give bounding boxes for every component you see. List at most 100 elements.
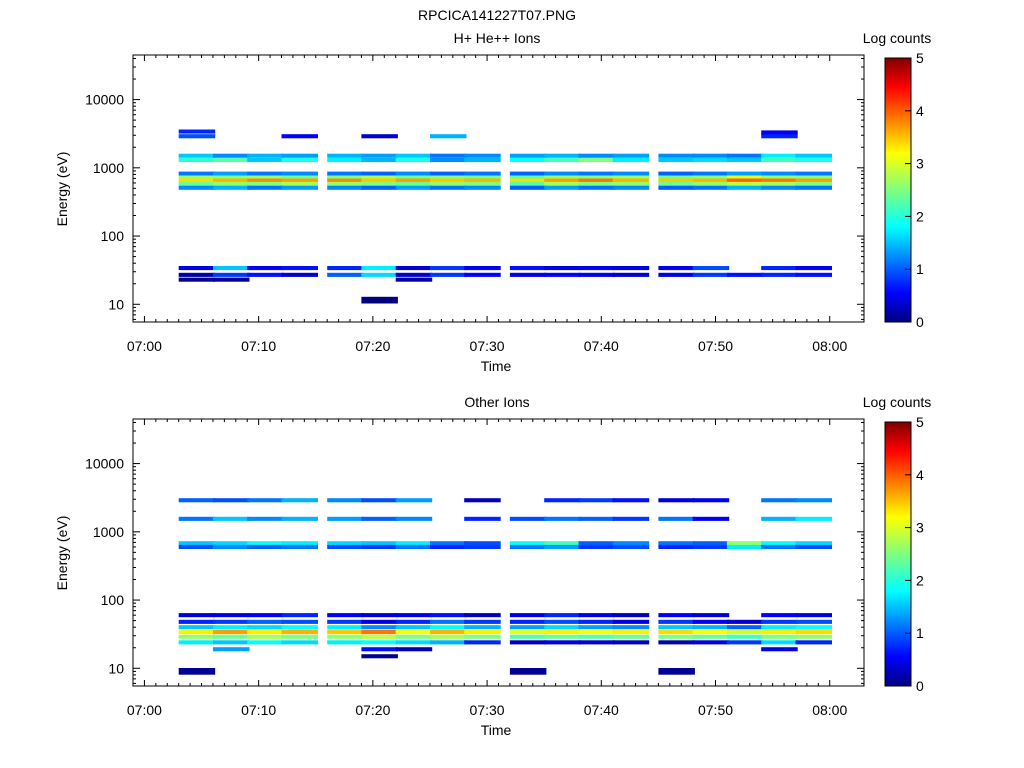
heatmap-cell xyxy=(612,158,650,163)
heatmap-cell xyxy=(361,516,398,521)
colorbar-label: Log counts xyxy=(863,394,932,410)
heatmap-cell xyxy=(178,541,216,546)
heatmap-cell xyxy=(464,498,501,503)
heatmap-cell xyxy=(247,640,284,645)
heatmap-cell xyxy=(213,625,250,630)
heatmap-cell xyxy=(544,185,581,190)
heatmap-cell xyxy=(726,178,764,183)
heatmap-cell xyxy=(361,498,398,503)
heatmap-cell xyxy=(464,634,501,639)
heatmap-cell xyxy=(658,516,695,521)
heatmap-cell xyxy=(761,171,798,176)
x-tick-label: 08:00 xyxy=(812,338,847,354)
heatmap-cell xyxy=(612,634,650,639)
heatmap-cell xyxy=(761,498,798,503)
heatmap-cell xyxy=(509,640,547,645)
heatmap-cell xyxy=(361,634,398,639)
heatmap-cell xyxy=(761,625,798,630)
heatmap-cell xyxy=(178,668,216,675)
heatmap-cell xyxy=(361,544,398,549)
heatmap-cell xyxy=(795,175,832,180)
heatmap-cell xyxy=(612,619,650,624)
heatmap-cell xyxy=(658,185,695,190)
heatmap-cell xyxy=(213,634,250,639)
heatmap-cell xyxy=(761,178,798,183)
heatmap-cell xyxy=(578,625,615,630)
panel-title: Other Ions xyxy=(464,394,529,410)
heatmap-cell xyxy=(178,619,216,624)
heatmap-cell xyxy=(761,134,798,139)
heatmap-cell xyxy=(692,272,730,277)
heatmap-cell xyxy=(795,640,832,645)
heatmap-cell xyxy=(430,185,467,190)
heatmap-cell xyxy=(178,640,216,645)
heatmap-cell xyxy=(213,640,250,645)
heatmap-cell xyxy=(509,634,547,639)
heatmap-cell xyxy=(213,541,250,546)
heatmap-cell xyxy=(509,181,547,186)
heatmap-cell xyxy=(178,134,216,139)
heatmap-cell xyxy=(327,516,364,521)
colorbar-tick-label: 0 xyxy=(916,314,924,330)
colorbar-tick-label: 1 xyxy=(916,625,924,641)
heatmap-cell xyxy=(464,153,501,158)
heatmap-cell xyxy=(327,178,364,183)
heatmap-cell xyxy=(327,175,364,180)
heatmap-cell xyxy=(658,613,695,618)
heatmap-cell xyxy=(761,272,798,277)
heatmap-cell xyxy=(658,178,695,183)
x-tick-label: 07:00 xyxy=(127,702,162,718)
heatmap-cell xyxy=(395,516,433,521)
heatmap-cell xyxy=(361,625,398,630)
heatmap-cell xyxy=(178,613,216,618)
heatmap-cell xyxy=(795,178,832,183)
heatmap-cell xyxy=(544,541,581,546)
heatmap-cell xyxy=(430,630,467,635)
heatmap-cell xyxy=(430,266,467,271)
colorbar-ticks: 0 1 2 3 4 5 xyxy=(905,414,924,694)
heatmap-cell xyxy=(658,153,695,158)
heatmap-cell xyxy=(578,634,615,639)
heatmap-cell xyxy=(213,498,250,503)
heatmap-cell xyxy=(361,171,398,176)
heatmap-cell xyxy=(692,158,730,163)
heatmap-cell xyxy=(761,541,798,546)
heatmap-cell xyxy=(327,613,364,618)
heatmap-cell xyxy=(213,647,250,652)
heatmap-cell xyxy=(795,625,832,630)
heatmap-cell xyxy=(544,516,581,521)
heatmap-cell xyxy=(361,640,398,645)
heatmap-cell xyxy=(795,541,832,546)
x-tick-label: 08:00 xyxy=(812,702,847,718)
heatmap-cell xyxy=(464,178,501,183)
heatmap-cell xyxy=(361,630,398,635)
heatmap-cell xyxy=(761,634,798,639)
heatmap-cell xyxy=(178,171,216,176)
heatmap-cell xyxy=(395,153,433,158)
heatmap-cell xyxy=(247,178,284,183)
heatmap-cell xyxy=(430,613,467,618)
heatmap-cell xyxy=(761,181,798,186)
heatmap-cell xyxy=(247,158,284,163)
heatmap-cell xyxy=(795,630,832,635)
heatmap-cell xyxy=(544,630,581,635)
panel-title: H+ He++ Ions xyxy=(454,30,541,46)
heatmap-cell xyxy=(213,630,250,635)
heatmap-cell xyxy=(578,640,615,645)
heatmap-cell xyxy=(213,175,250,180)
heatmap-cell xyxy=(361,296,398,304)
heatmap-cell xyxy=(795,634,832,639)
heatmap-cell xyxy=(430,181,467,186)
heatmap-cell xyxy=(726,175,764,180)
heatmap-cell xyxy=(430,134,467,139)
heatmap-cell xyxy=(178,153,216,158)
heatmap-cell xyxy=(247,181,284,186)
heatmap-cell xyxy=(247,613,284,618)
heatmap-cell xyxy=(464,544,501,549)
heatmap-cell xyxy=(612,640,650,645)
heatmap-cell xyxy=(544,171,581,176)
y-axis-label: Energy (eV) xyxy=(54,152,70,227)
heatmap-cell xyxy=(281,640,318,645)
heatmap-cell xyxy=(578,516,615,521)
heatmap-cell xyxy=(361,181,398,186)
